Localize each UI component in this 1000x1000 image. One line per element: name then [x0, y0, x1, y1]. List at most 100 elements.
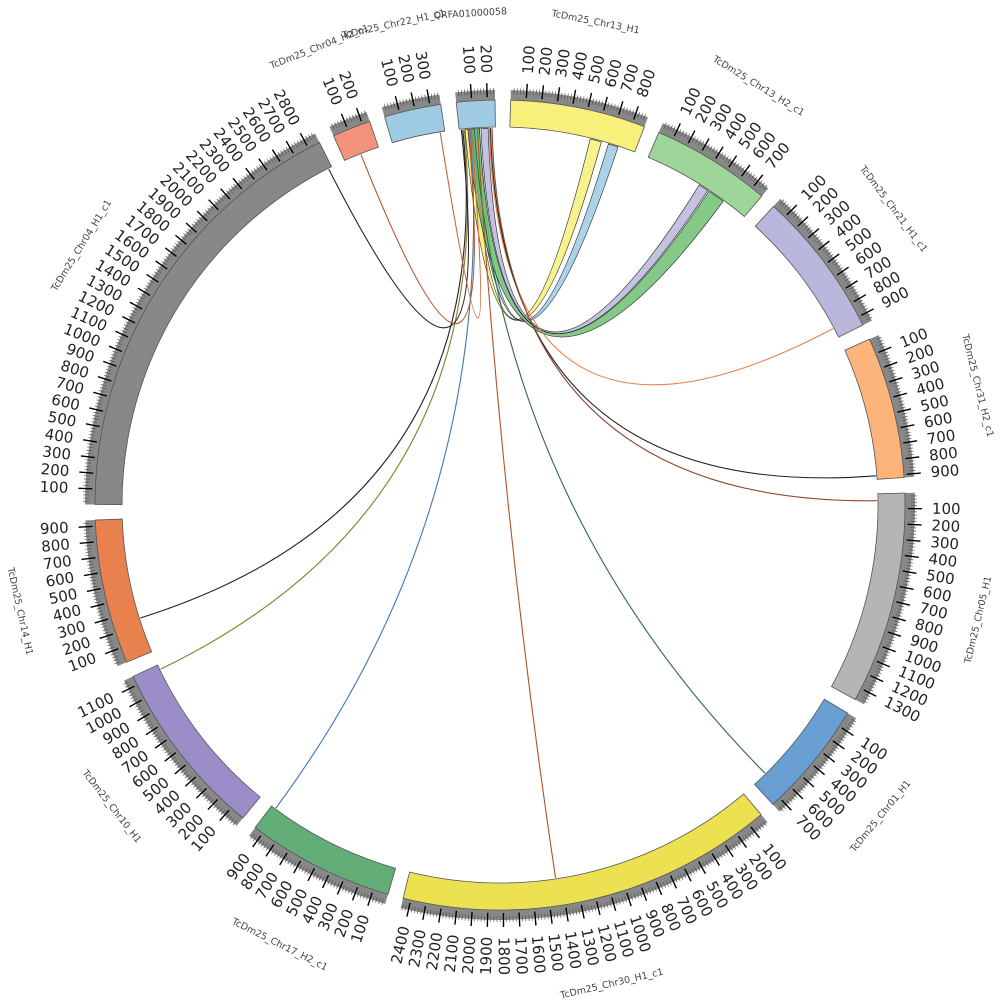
major-tick — [99, 633, 114, 640]
minor-tick — [250, 834, 255, 840]
minor-tick — [790, 795, 796, 801]
tick-label: 700 — [42, 552, 73, 574]
tick-label: 200 — [40, 460, 70, 480]
minor-tick — [562, 911, 565, 918]
minor-tick — [137, 298, 143, 303]
minor-tick — [616, 105, 619, 111]
minor-tick — [721, 850, 726, 857]
minor-tick — [884, 650, 891, 654]
scale-band — [400, 814, 768, 921]
minor-tick — [410, 906, 413, 913]
minor-tick — [702, 862, 707, 868]
minor-tick — [881, 656, 888, 660]
minor-tick — [710, 857, 715, 864]
minor-tick — [792, 793, 798, 798]
minor-tick — [841, 272, 847, 277]
minor-tick — [578, 908, 581, 915]
minor-tick — [161, 260, 167, 266]
minor-tick — [218, 807, 223, 813]
minor-tick — [631, 109, 634, 116]
minor-tick — [587, 906, 590, 913]
minor-tick — [909, 466, 916, 468]
major-tick — [697, 861, 707, 874]
major-tick — [823, 752, 836, 763]
minor-tick — [135, 301, 142, 306]
minor-tick — [883, 653, 889, 657]
minor-tick — [163, 258, 169, 263]
minor-tick — [91, 421, 98, 424]
minor-tick — [204, 794, 209, 800]
minor-tick — [181, 235, 187, 241]
minor-tick — [688, 869, 692, 876]
minor-tick — [908, 549, 915, 551]
minor-tick — [144, 720, 151, 725]
minor-tick — [831, 747, 837, 752]
minor-tick — [348, 116, 352, 122]
tick-label: 200 — [394, 53, 418, 85]
minor-tick — [894, 620, 901, 623]
synteny-link — [160, 129, 469, 670]
major-tick — [845, 280, 858, 289]
minor-tick — [763, 184, 768, 190]
minor-tick — [897, 397, 904, 400]
minor-tick — [633, 893, 637, 900]
minor-tick — [282, 148, 287, 155]
major-tick — [82, 439, 98, 443]
major-tick — [252, 835, 262, 848]
minor-tick — [193, 221, 199, 226]
minor-tick — [860, 305, 867, 309]
minor-tick — [823, 757, 829, 762]
minor-tick — [874, 673, 881, 677]
minor-tick — [899, 406, 906, 409]
minor-tick — [535, 89, 537, 96]
minor-tick — [806, 226, 812, 232]
minor-tick — [705, 860, 709, 867]
minor-tick — [697, 139, 702, 146]
minor-tick — [164, 749, 170, 754]
minor-tick — [727, 157, 732, 164]
minor-tick — [347, 887, 351, 894]
scale-band — [869, 335, 915, 478]
scale-band — [85, 520, 127, 667]
major-tick — [185, 222, 197, 233]
minor-tick — [238, 179, 243, 185]
minor-tick — [227, 816, 233, 822]
minor-tick — [451, 913, 454, 920]
minor-tick — [560, 92, 563, 99]
chromosome-name: TcDm25_Chr14_H1 — [4, 566, 34, 657]
major-tick — [534, 911, 537, 926]
links-layer — [140, 127, 877, 878]
minor-tick — [106, 640, 113, 644]
chromosome-segment: 100200300400500600700800900TcDm25_Chr21_… — [754, 163, 929, 338]
minor-tick — [603, 902, 606, 909]
minor-tick — [342, 885, 345, 892]
major-tick — [737, 835, 748, 848]
minor-tick — [402, 99, 405, 106]
minor-tick — [464, 914, 466, 921]
major-tick — [904, 554, 919, 558]
tick-label: 300 — [930, 533, 960, 553]
minor-tick — [99, 387, 106, 390]
minor-tick — [890, 375, 897, 379]
minor-tick — [464, 89, 466, 96]
major-tick — [285, 140, 294, 154]
minor-tick — [804, 224, 809, 230]
minor-tick — [809, 774, 815, 780]
chromosome-band — [647, 131, 763, 218]
minor-tick — [136, 706, 143, 711]
minor-tick — [209, 205, 215, 211]
major-tick — [145, 726, 159, 736]
major-tick — [863, 689, 877, 697]
synteny-link — [489, 128, 876, 479]
minor-tick — [207, 207, 212, 213]
major-tick — [905, 456, 920, 460]
minor-tick — [98, 390, 105, 393]
minor-tick — [735, 163, 740, 169]
minor-tick — [88, 437, 95, 439]
minor-tick — [366, 894, 369, 901]
minor-tick — [866, 316, 873, 320]
minor-tick — [621, 897, 624, 904]
minor-tick — [321, 876, 325, 883]
minor-tick — [833, 261, 840, 266]
